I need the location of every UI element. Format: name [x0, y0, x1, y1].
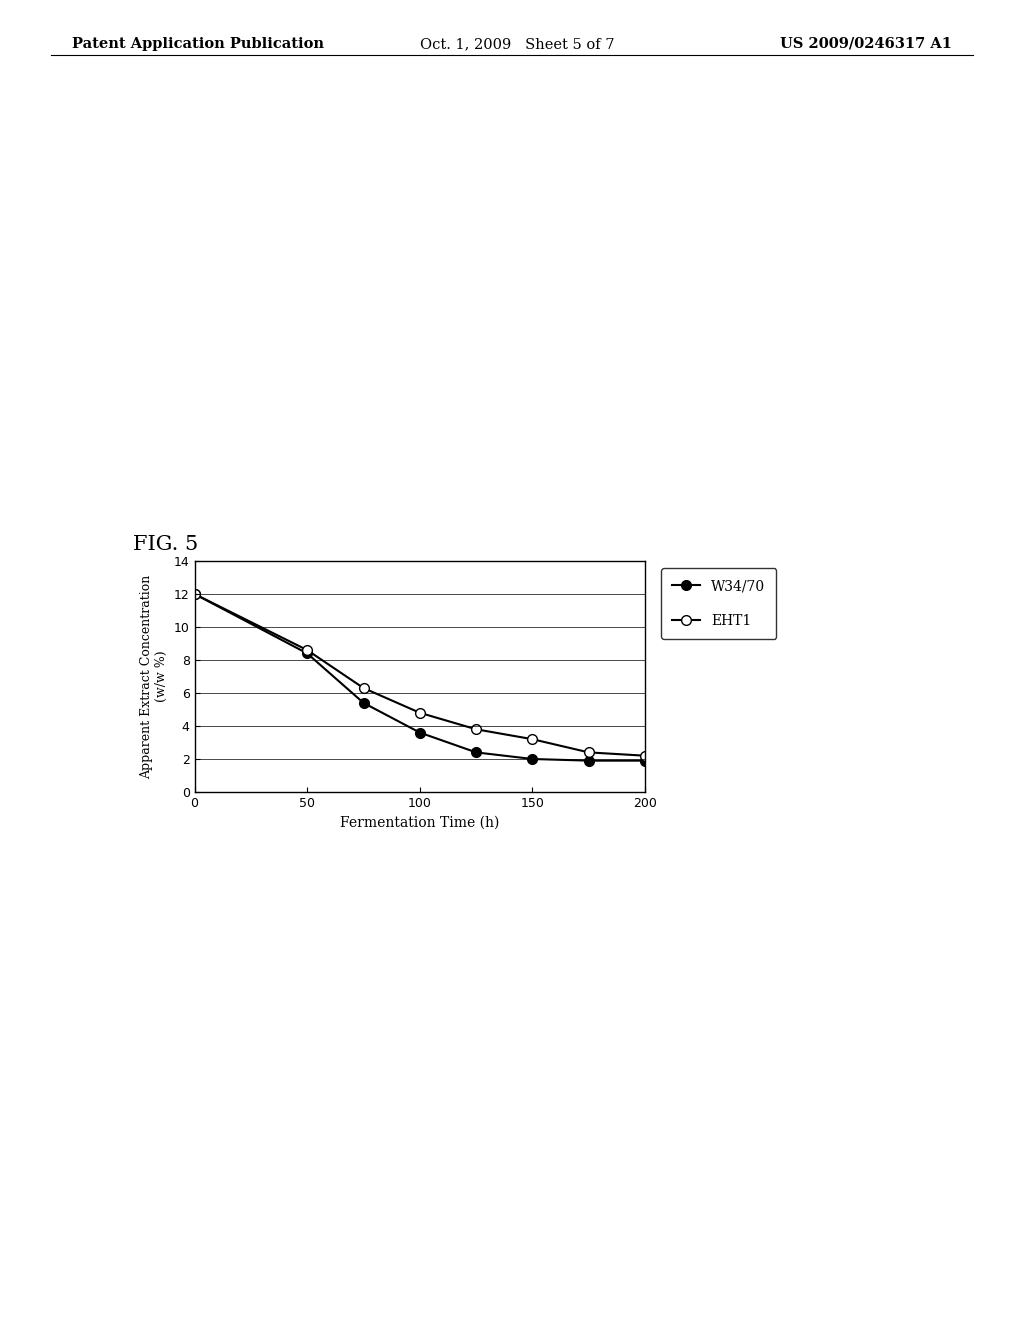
- EHT1: [526, 731, 539, 747]
- Legend: W34/70, EHT1: W34/70, EHT1: [662, 568, 776, 639]
- W34/70: [583, 752, 595, 768]
- W34/70: [357, 696, 370, 711]
- Line: EHT1: EHT1: [189, 589, 650, 760]
- EHT1: [357, 680, 370, 696]
- W34/70: [526, 751, 539, 767]
- W34/70: [188, 586, 201, 602]
- EHT1: [414, 705, 426, 721]
- EHT1: [301, 643, 313, 659]
- Line: W34/70: W34/70: [189, 589, 650, 766]
- W34/70: [301, 645, 313, 661]
- Text: FIG. 5: FIG. 5: [133, 535, 199, 553]
- Text: Oct. 1, 2009   Sheet 5 of 7: Oct. 1, 2009 Sheet 5 of 7: [420, 37, 614, 51]
- EHT1: [583, 744, 595, 760]
- Text: US 2009/0246317 A1: US 2009/0246317 A1: [780, 37, 952, 51]
- W34/70: [414, 725, 426, 741]
- EHT1: [470, 721, 482, 737]
- W34/70: [639, 752, 651, 768]
- W34/70: [470, 744, 482, 760]
- Y-axis label: Apparent Extract Concentration
(w/w %): Apparent Extract Concentration (w/w %): [140, 574, 168, 779]
- Text: Patent Application Publication: Patent Application Publication: [72, 37, 324, 51]
- EHT1: [188, 586, 201, 602]
- X-axis label: Fermentation Time (h): Fermentation Time (h): [340, 816, 500, 829]
- EHT1: [639, 747, 651, 763]
